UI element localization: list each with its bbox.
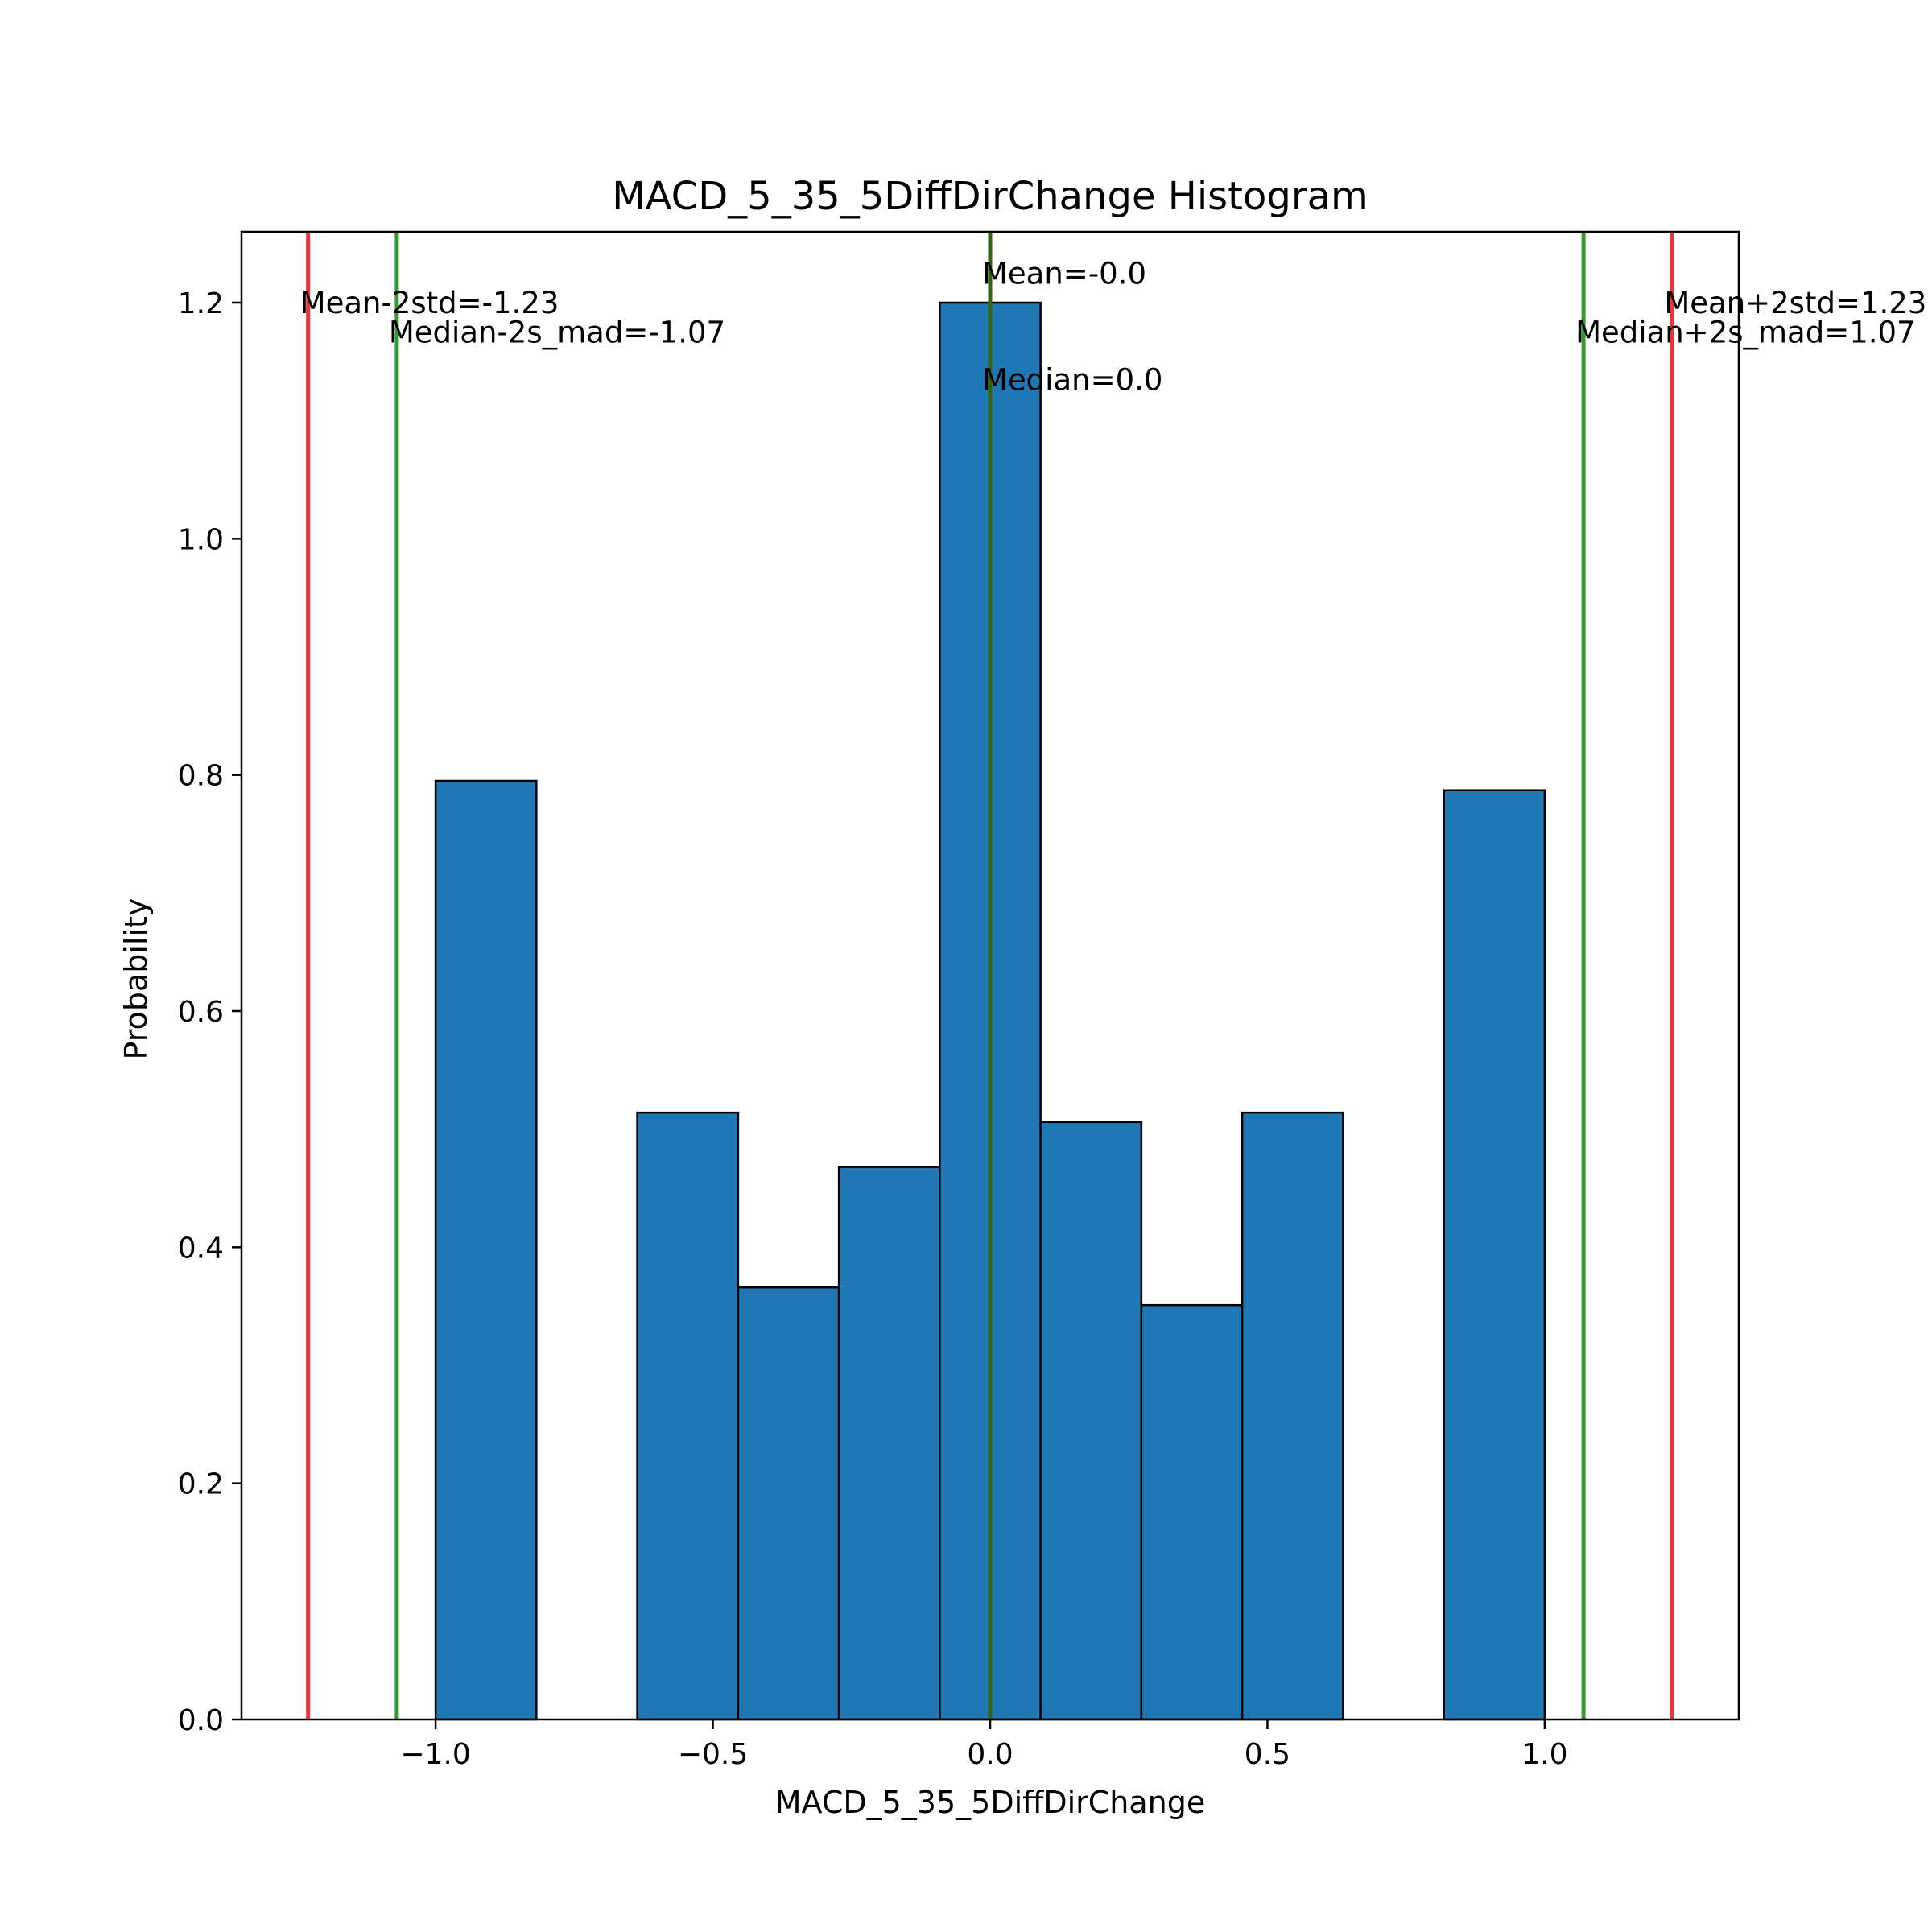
histogram-bar-9 (1241, 1111, 1344, 1721)
y-axis-label: Probability (118, 898, 154, 1060)
histogram-bar-8 (1140, 1303, 1244, 1721)
x-axis-ticks: −1.0 −0.5 0.0 0.5 1.0 (400, 1719, 1568, 1771)
histogram-bar-5 (837, 1166, 941, 1721)
histogram-bar-4 (737, 1286, 840, 1721)
y-axis-ticks: 0.0 0.2 0.4 0.6 0.8 1.0 1.2 (178, 287, 242, 1737)
x-tick-label-1: −1.0 (400, 1738, 470, 1771)
median-plus-2s-mad-label: Median+2s_mad=1.07 (1575, 316, 1915, 350)
y-tick-label-4: 0.6 (178, 996, 224, 1029)
x-axis-label: MACD_5_35_5DiffDirChange (775, 1785, 1206, 1820)
histogram-bar-3 (636, 1111, 740, 1721)
median-label: Median=0.0 (982, 362, 1162, 397)
y-tick-label-7: 1.2 (178, 287, 224, 320)
mean-label: Mean=-0.0 (982, 256, 1146, 291)
reference-lines (306, 232, 1674, 1719)
y-tick-label-6: 1.0 (178, 523, 224, 556)
x-tick-label-5: 1.0 (1521, 1738, 1567, 1771)
mean-plus-2std-label: Mean+2std=1.23 (1664, 286, 1926, 320)
x-tick-label-2: −0.5 (678, 1738, 748, 1771)
mean-minus-2std-label: Mean-2std=-1.23 (300, 286, 559, 320)
x-tick-label-3: 0.0 (967, 1738, 1013, 1771)
histogram-bar-1 (434, 779, 538, 1721)
median-minus-2s-mad-label: Median-2s_mad=-1.07 (389, 316, 725, 350)
chart-title: MACD_5_35_5DiffDirChange Histogram (612, 174, 1368, 219)
histogram-bar-11 (1443, 789, 1546, 1721)
y-tick-label-1: 0.0 (178, 1704, 224, 1737)
y-tick-label-5: 0.8 (178, 760, 224, 793)
y-tick-label-2: 0.2 (178, 1468, 224, 1501)
histogram-bar-7 (1039, 1121, 1143, 1721)
x-tick-label-4: 0.5 (1245, 1738, 1290, 1771)
y-tick-label-3: 0.4 (178, 1232, 224, 1265)
